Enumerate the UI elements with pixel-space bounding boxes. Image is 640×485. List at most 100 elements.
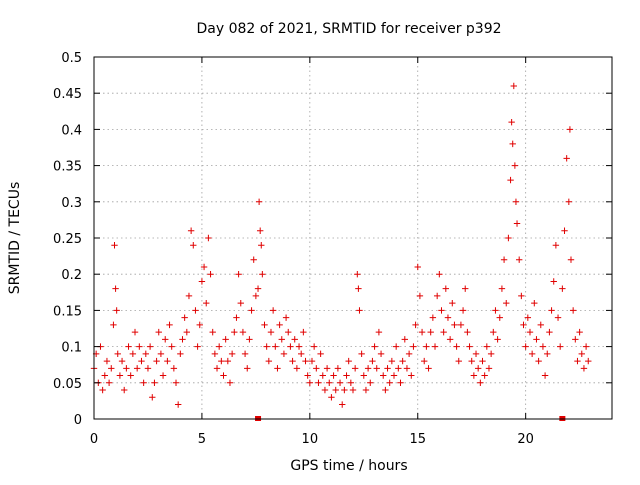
data-point — [356, 307, 363, 314]
data-point — [449, 299, 456, 307]
data-point — [397, 379, 404, 386]
data-point — [187, 227, 195, 234]
data-point — [451, 321, 458, 329]
data-point — [483, 343, 491, 350]
data-point — [269, 307, 277, 314]
data-point — [256, 227, 264, 234]
data-point — [358, 350, 365, 358]
data-point — [557, 343, 564, 350]
data-point — [453, 343, 460, 350]
data-point — [113, 307, 120, 314]
y-tick-label: 0.2 — [61, 268, 82, 283]
data-point — [403, 365, 411, 372]
y-axis-title: SRMTID / TECUs — [7, 182, 23, 295]
data-point — [563, 155, 570, 162]
data-point — [162, 336, 169, 343]
data-point — [224, 357, 232, 365]
data-point — [355, 285, 362, 292]
data-point — [207, 271, 214, 278]
data-point — [274, 365, 281, 372]
data-point — [468, 357, 475, 365]
data-point — [466, 343, 473, 350]
data-point — [183, 328, 191, 336]
data-point — [298, 350, 305, 358]
data-point — [574, 357, 581, 365]
data-point — [395, 365, 402, 372]
data-point — [580, 365, 588, 372]
y-tick-label: 0.45 — [53, 87, 82, 102]
data-point — [250, 256, 257, 263]
data-point — [477, 379, 484, 386]
data-point — [388, 357, 396, 365]
data-point — [390, 372, 398, 379]
data-point — [541, 372, 549, 379]
data-point — [509, 140, 516, 148]
data-point — [341, 386, 348, 394]
data-point — [582, 343, 590, 350]
data-point — [138, 357, 145, 365]
data-point — [498, 285, 506, 292]
data-point — [142, 350, 149, 358]
y-tick-label: 0.3 — [61, 196, 82, 211]
data-point — [185, 292, 193, 300]
data-point — [507, 176, 514, 184]
y-tick-label: 0.15 — [53, 304, 82, 319]
data-point — [369, 357, 376, 365]
data-point — [343, 372, 350, 379]
data-point — [561, 227, 568, 234]
data-point — [554, 314, 562, 321]
data-point — [172, 379, 180, 386]
data-point — [567, 256, 575, 263]
data-point — [416, 292, 424, 300]
data-point — [470, 372, 478, 379]
data-point — [550, 278, 557, 285]
data-point — [354, 271, 361, 278]
data-point — [149, 394, 156, 401]
data-point — [255, 198, 263, 205]
y-tick-label: 0 — [74, 413, 82, 428]
data-point — [276, 321, 283, 329]
x-tick-label: 20 — [517, 432, 534, 447]
data-point — [349, 386, 357, 394]
data-point — [179, 336, 186, 343]
data-point — [192, 307, 199, 314]
data-point — [265, 357, 273, 365]
data-point — [235, 271, 242, 278]
data-point — [487, 350, 495, 358]
data-point — [213, 365, 221, 372]
data-point — [300, 328, 307, 336]
data-point — [267, 328, 275, 336]
data-point — [474, 365, 482, 372]
data-point — [438, 307, 445, 314]
data-point — [144, 365, 152, 372]
data-point — [446, 336, 454, 343]
data-point — [457, 321, 465, 329]
data-point — [241, 350, 249, 358]
data-point — [565, 198, 573, 205]
data-point — [566, 126, 574, 133]
data-point — [252, 292, 260, 300]
data-point — [503, 299, 510, 307]
data-point — [433, 292, 441, 300]
data-point — [127, 372, 134, 379]
data-point — [360, 372, 367, 379]
data-point — [105, 379, 113, 386]
data-point — [293, 365, 301, 372]
data-point — [371, 343, 378, 350]
axes: 0 0.05 0.1 0.15 0.2 0.25 0.3 0.35 0.4 0.45 0.5 0 5 10… — [53, 51, 612, 447]
y-tick-label: 0.5 — [61, 51, 82, 66]
data-point — [146, 343, 154, 350]
data-point — [203, 299, 210, 307]
data-point — [362, 386, 370, 394]
data-point — [569, 307, 577, 314]
data-point — [336, 379, 344, 386]
data-point — [125, 343, 132, 350]
data-point — [508, 118, 515, 126]
data-point — [373, 365, 380, 372]
data-point — [99, 386, 106, 394]
data-point — [164, 357, 171, 365]
data-point — [205, 234, 212, 242]
